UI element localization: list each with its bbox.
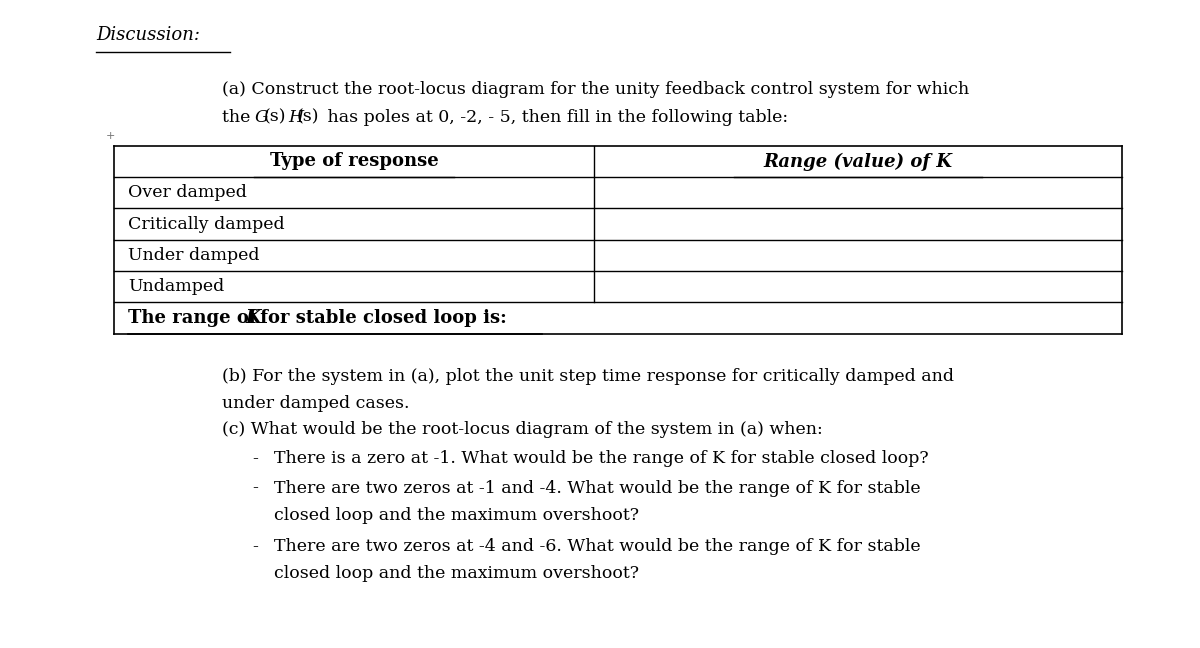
- Text: (b) For the system in (a), plot the unit step time response for critically dampe: (b) For the system in (a), plot the unit…: [222, 368, 954, 385]
- Text: G: G: [254, 109, 269, 126]
- Text: (c) What would be the root-locus diagram of the system in (a) when:: (c) What would be the root-locus diagram…: [222, 421, 823, 438]
- Text: Over damped: Over damped: [128, 184, 247, 202]
- Text: under damped cases.: under damped cases.: [222, 395, 409, 412]
- Text: for stable closed loop is:: for stable closed loop is:: [254, 309, 508, 327]
- Text: H: H: [288, 109, 304, 126]
- Text: There are two zeros at -1 and -4. What would be the range of K for stable: There are two zeros at -1 and -4. What w…: [274, 480, 920, 496]
- Text: Discussion:: Discussion:: [96, 26, 200, 44]
- Text: (s): (s): [264, 109, 286, 126]
- Text: closed loop and the maximum overshoot?: closed loop and the maximum overshoot?: [274, 507, 638, 524]
- Text: (s): (s): [298, 109, 319, 126]
- Text: +: +: [106, 131, 115, 141]
- Text: Range (value) of K: Range (value) of K: [763, 152, 953, 170]
- Text: K: K: [246, 309, 262, 327]
- Text: Critically damped: Critically damped: [128, 216, 286, 233]
- Text: -: -: [252, 538, 258, 555]
- Text: Undamped: Undamped: [128, 278, 224, 295]
- Text: The range of: The range of: [128, 309, 263, 327]
- Text: -: -: [252, 450, 258, 467]
- Text: (a) Construct the root-locus diagram for the unity feedback control system for w: (a) Construct the root-locus diagram for…: [222, 81, 970, 98]
- Text: There are two zeros at -4 and -6. What would be the range of K for stable: There are two zeros at -4 and -6. What w…: [274, 538, 920, 555]
- Text: -: -: [252, 480, 258, 496]
- Text: has poles at 0, -2, - 5, then fill in the following table:: has poles at 0, -2, - 5, then fill in th…: [322, 109, 787, 126]
- Text: Under damped: Under damped: [128, 247, 260, 264]
- Text: closed loop and the maximum overshoot?: closed loop and the maximum overshoot?: [274, 565, 638, 582]
- Text: There is a zero at -1. What would be the range of K for stable closed loop?: There is a zero at -1. What would be the…: [274, 450, 929, 467]
- Text: Type of response: Type of response: [270, 152, 438, 170]
- Text: the: the: [222, 109, 256, 126]
